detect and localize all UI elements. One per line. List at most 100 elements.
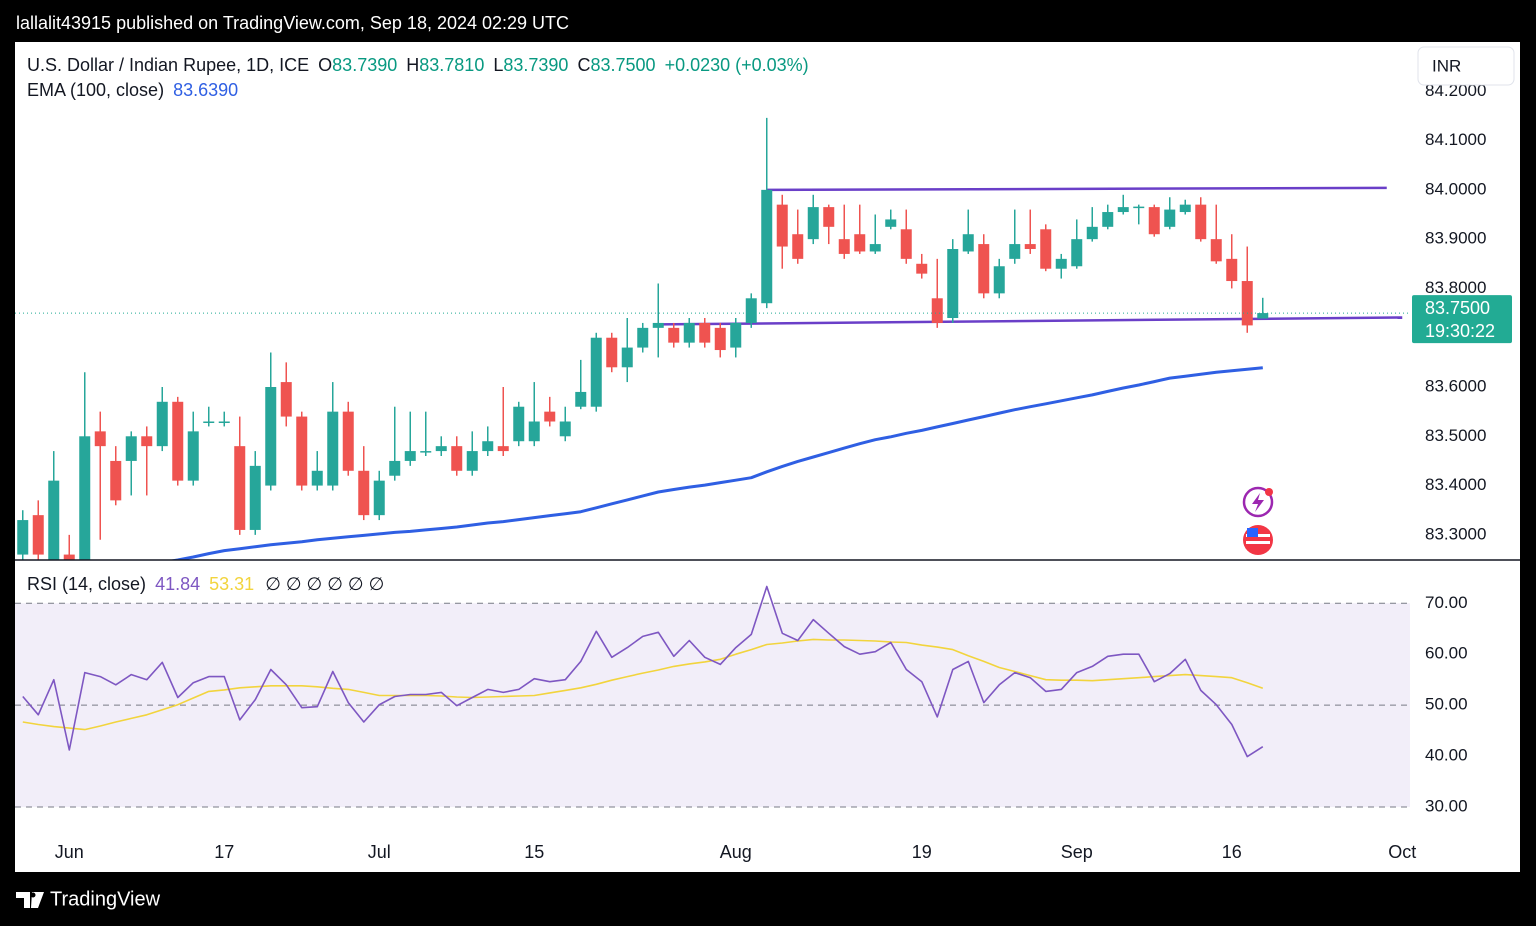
candle-body: [234, 446, 246, 530]
rsi-value: 41.84: [155, 574, 200, 594]
candle-body: [218, 421, 230, 424]
candle-body: [544, 411, 556, 422]
candle-body: [714, 327, 726, 351]
candle-body: [1102, 212, 1114, 227]
logo-dot: [30, 892, 36, 898]
candle-body: [48, 480, 60, 560]
rsi-line: [22, 585, 1264, 758]
candle-body: [358, 470, 370, 516]
candle-body: [792, 234, 804, 259]
candle-body: [327, 411, 339, 486]
axes: 83.300083.400083.500083.600083.700083.80…: [55, 81, 1512, 862]
l-key: L: [493, 55, 503, 75]
currency-box[interactable]: [1417, 46, 1515, 86]
x-tick-label: 19: [912, 842, 932, 862]
candle-body: [761, 189, 773, 304]
trendline: [766, 186, 1387, 192]
candle-body: [32, 515, 44, 555]
y-tick-label: 83.6000: [1425, 376, 1486, 395]
candle-body: [404, 451, 416, 461]
candle-body: [823, 207, 835, 227]
candle-body: [63, 554, 75, 560]
rsi-tick-label: 60.00: [1425, 644, 1468, 663]
candle-body: [435, 446, 447, 452]
candle-body: [916, 263, 928, 274]
candle-body: [373, 480, 385, 516]
candle-body: [79, 436, 91, 560]
o-value: 83.7390: [332, 55, 397, 75]
candle-body: [1179, 204, 1191, 213]
h-key: H: [406, 55, 419, 75]
candle-body: [575, 391, 587, 407]
y-tick-label: 83.4000: [1425, 475, 1486, 494]
y-tick-label: 84.2000: [1425, 81, 1486, 100]
candle-body: [1009, 244, 1021, 259]
candle-body: [1024, 244, 1036, 250]
candle-body: [172, 401, 184, 481]
candle-body: [1164, 209, 1176, 227]
x-tick-label: 16: [1222, 842, 1242, 862]
candle-body: [1210, 239, 1222, 262]
candle-body: [482, 441, 494, 452]
footer-logo: [16, 892, 44, 908]
rsi-title: RSI (14, close): [27, 574, 146, 594]
candle-body: [1226, 258, 1238, 282]
candle-body: [1055, 258, 1067, 269]
x-tick-label: 17: [214, 842, 234, 862]
candle-body: [466, 451, 478, 471]
candle-body: [978, 244, 990, 294]
candle-body: [606, 337, 618, 368]
logo-mark: [16, 892, 44, 908]
candle-body: [311, 470, 323, 486]
candle-body: [683, 322, 695, 343]
symbol: U.S. Dollar / Indian Rupee, 1D, ICE: [27, 55, 309, 75]
attribution: lallalit43915 published on TradingView.c…: [16, 13, 569, 33]
y-tick-label: 83.5000: [1425, 426, 1486, 445]
candle-body: [854, 234, 866, 252]
candle-body: [590, 337, 602, 407]
rsi-legend: RSI (14, close) 41.84 53.31 ∅ ∅ ∅ ∅ ∅ ∅: [27, 574, 384, 594]
candle-body: [931, 298, 943, 323]
x-tick-label: Oct: [1388, 842, 1416, 862]
candle-body: [265, 387, 277, 486]
ema-line: [168, 366, 1263, 560]
candle-body: [1241, 281, 1253, 326]
candle-body: [249, 465, 261, 530]
c-value: 83.7500: [590, 55, 655, 75]
currency: INR: [1432, 56, 1461, 75]
rsi-tick-label: 50.00: [1425, 695, 1468, 714]
candle-body: [621, 347, 633, 368]
x-tick-label: Aug: [720, 842, 752, 862]
candle-body: [110, 460, 122, 501]
candle-body: [776, 204, 788, 247]
y-tick-label: 83.8000: [1425, 278, 1486, 297]
candle-body: [125, 436, 137, 461]
event-dot: [1265, 488, 1273, 496]
ema-value: 83.6390: [173, 80, 238, 100]
last-price-box: [1412, 295, 1512, 344]
rsi-tick-label: 40.00: [1425, 746, 1468, 765]
candle-body: [187, 431, 199, 481]
price-legend: U.S. Dollar / Indian Rupee, 1D, ICE O83.…: [27, 55, 809, 75]
candle-body: [668, 327, 680, 343]
rsi-tick-label: 30.00: [1425, 797, 1468, 816]
footer-brand: TradingView: [50, 888, 161, 910]
rsi-placeholders: ∅ ∅ ∅ ∅ ∅ ∅: [265, 574, 384, 594]
candle-body: [745, 298, 757, 323]
candle-body: [1195, 204, 1207, 240]
rsi-ma-value: 53.31: [209, 574, 254, 594]
candle-body: [141, 436, 153, 447]
candle-body: [730, 322, 742, 348]
candle-body: [559, 421, 571, 437]
y-tick-label: 83.9000: [1425, 229, 1486, 248]
candle-body: [962, 234, 974, 252]
candle-body: [838, 239, 850, 254]
rsi-pane: [15, 585, 1410, 808]
trendline: [658, 316, 1403, 326]
change: +0.0230 (+0.03%): [665, 55, 809, 75]
l-value: 83.7390: [503, 55, 568, 75]
ema-legend: EMA (100, close) 83.6390: [27, 80, 238, 100]
candle-body: [513, 406, 525, 442]
last-price-label: 83.7500: [1425, 298, 1490, 318]
